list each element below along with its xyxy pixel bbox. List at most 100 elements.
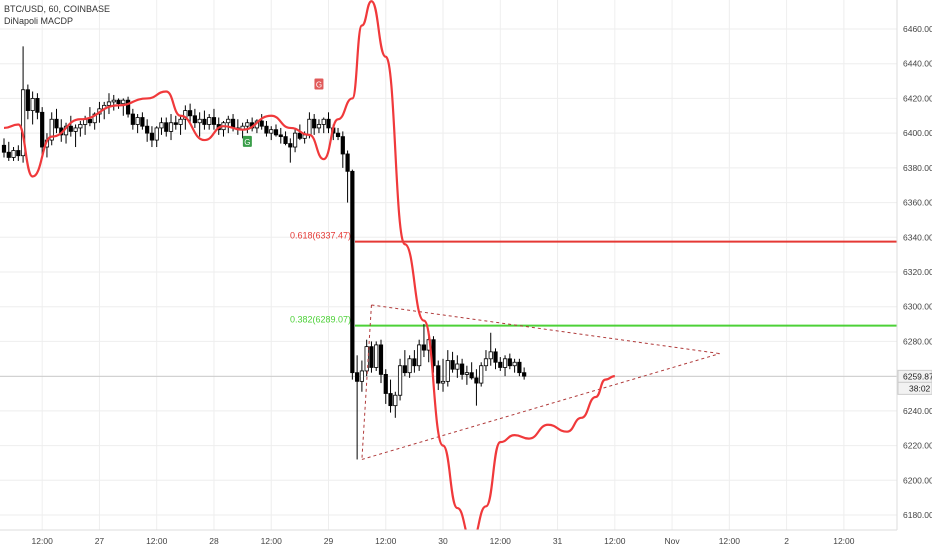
candle-body [335, 132, 341, 138]
x-tick-label: 12:00 [833, 536, 855, 546]
triangle-lower-line [361, 353, 720, 460]
candle-body [345, 153, 350, 172]
grid-lines [0, 0, 897, 530]
candle-body [436, 365, 441, 384]
candle-body [25, 89, 30, 111]
candle-body [78, 124, 83, 129]
candle-body [226, 118, 231, 124]
candle-body [522, 372, 527, 377]
candle-body [445, 360, 450, 382]
candle-body [517, 361, 522, 374]
candle-body [469, 372, 474, 379]
candle-body [259, 120, 264, 127]
candle-body [6, 151, 11, 158]
candle-body [30, 98, 35, 111]
candle-body [154, 127, 159, 141]
candle-body [421, 344, 427, 351]
signal-marker-label: G [244, 138, 250, 147]
candle-body [378, 344, 384, 375]
candle-body [283, 136, 288, 144]
candle-body [359, 370, 365, 382]
triangle-upper-line [371, 304, 720, 355]
y-tick-label: 6460.00 [903, 24, 932, 34]
candle-body [402, 365, 407, 374]
countdown-label: 38:02 [909, 383, 931, 393]
candle-body [512, 361, 517, 367]
y-tick-label: 6360.00 [903, 198, 932, 208]
candle-body [125, 99, 131, 115]
candle-body [92, 113, 97, 124]
candle-body [307, 118, 312, 136]
candle-body [498, 361, 503, 368]
candle-body [350, 170, 355, 374]
y-tick-label: 6400.00 [903, 128, 932, 138]
candle-body [54, 118, 59, 129]
x-tick-label: 2 [784, 536, 789, 546]
candle-body [297, 132, 302, 139]
candle-body [474, 377, 479, 384]
candle-body [278, 134, 283, 138]
candle-body [121, 99, 126, 105]
candle-body [16, 150, 21, 157]
candle-body [145, 125, 150, 134]
candle-body [488, 351, 493, 360]
candle-body [460, 363, 465, 375]
candle-body [440, 380, 446, 384]
current-price-label: 6259.87 [903, 371, 932, 381]
x-tick-label: 27 [95, 536, 105, 546]
candle-body [202, 118, 207, 125]
candle-body [393, 394, 398, 407]
candle-body [364, 346, 369, 372]
signal-marker: G [314, 78, 324, 90]
x-tick-label: 30 [438, 536, 448, 546]
candle-body [388, 393, 393, 407]
y-tick-label: 6340.00 [903, 232, 932, 242]
candle-body [49, 118, 54, 141]
candle-body [149, 132, 155, 141]
candle-body [173, 122, 178, 125]
candle-body [483, 358, 489, 367]
signal-marker: G [242, 135, 252, 147]
candle-body [288, 143, 293, 148]
candle-body [273, 129, 279, 136]
candle-body [383, 374, 388, 394]
candle-body [493, 351, 498, 363]
x-tick-label: 28 [209, 536, 219, 546]
dinapoli-macdp-line [3, 0, 615, 543]
y-tick-label: 6280.00 [903, 336, 932, 346]
x-tick-label: 12:00 [261, 536, 283, 546]
signal-marker-box [314, 78, 324, 90]
candle-body [264, 125, 269, 134]
candle-body [407, 358, 412, 374]
candle-body [412, 358, 417, 367]
x-tick-label: 31 [553, 536, 563, 546]
x-tick-label: 12:00 [32, 536, 54, 546]
candle-body [321, 118, 326, 125]
chart-header: BTC/USD, 60, COINBASE DiNapoli MACDP [4, 3, 110, 27]
y-tick-label: 6180.00 [903, 510, 932, 520]
candle-body [397, 365, 403, 396]
triangle-base-line [361, 304, 372, 460]
candle-body [455, 363, 460, 370]
x-tick-label: 12:00 [604, 536, 626, 546]
candle-body [326, 118, 331, 129]
candle-body [292, 132, 298, 148]
candle-body [20, 89, 26, 157]
x-tick-label: 12:00 [490, 536, 512, 546]
y-tick-label: 6240.00 [903, 406, 932, 416]
candle-body [207, 117, 212, 125]
y-axis-background [897, 0, 932, 550]
candles [1, 46, 527, 460]
candle-body [464, 372, 469, 375]
candle-body [197, 118, 202, 124]
candle-body [106, 101, 112, 106]
candle-body [178, 118, 183, 125]
signal-marker-label: G [316, 81, 322, 90]
symbol-label: BTC/USD, 60, COINBASE [4, 4, 111, 14]
candle-body [1, 144, 7, 153]
fib-level-label: 0.618(6337.47) [290, 231, 351, 241]
candle-body [168, 122, 174, 132]
candle-body [40, 111, 45, 148]
x-axis-background [0, 530, 932, 550]
